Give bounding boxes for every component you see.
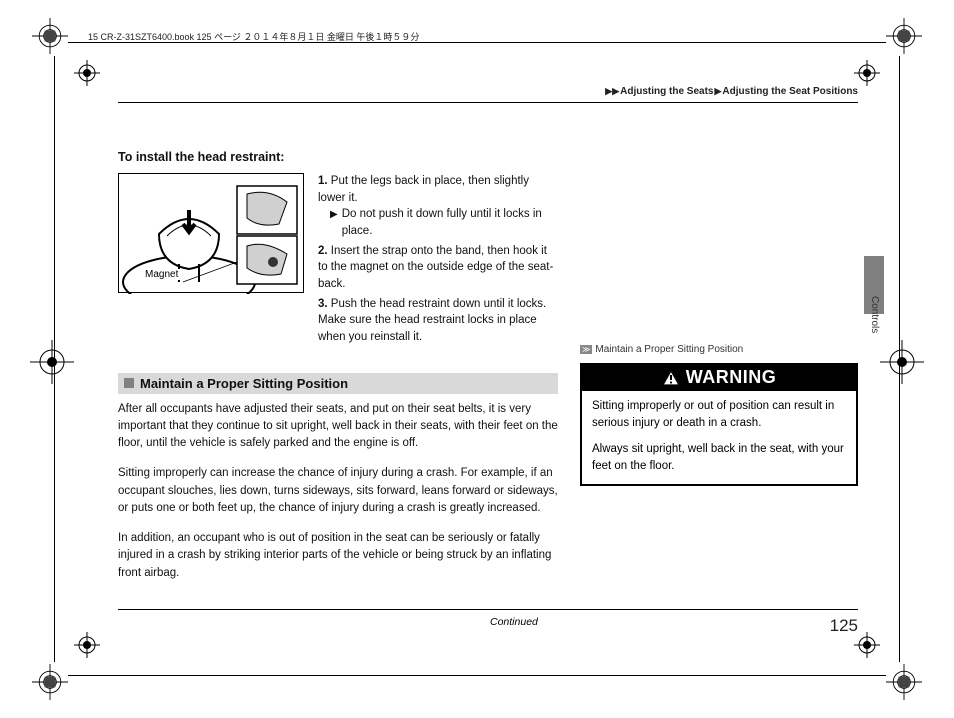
square-bullet-icon [124, 378, 134, 388]
sidebar-reference: ≫ Maintain a Proper Sitting Position [580, 344, 858, 355]
breadcrumb: ▶▶Adjusting the Seats▶Adjusting the Seat… [604, 86, 858, 97]
warning-title: WARNING [686, 367, 777, 388]
step-1: Put the legs back in place, then slightl… [318, 175, 529, 204]
head-restraint-figure: Magnet [118, 173, 304, 293]
crosshair-icon [880, 340, 924, 384]
warning-p2: Always sit upright, well back in the sea… [592, 441, 846, 474]
crosshair-small-icon [854, 60, 880, 86]
maintain-body: After all occupants have adjusted their … [118, 401, 558, 582]
divider-line [118, 609, 858, 610]
sidebar-reference-text: Maintain a Proper Sitting Position [595, 344, 743, 355]
warning-box: WARNING Sitting improperly or out of pos… [580, 363, 858, 486]
frame-line-bottom [68, 675, 886, 676]
maintain-p1: After all occupants have adjusted their … [118, 401, 558, 453]
crosshair-small-icon [74, 60, 100, 86]
breadcrumb-seg1: Adjusting the Seats [620, 86, 713, 97]
page-number: 125 [830, 616, 858, 636]
warning-p1: Sitting improperly or out of position ca… [592, 398, 846, 431]
warning-header: WARNING [582, 365, 856, 391]
sidebar-column: ≫ Maintain a Proper Sitting Position WAR… [580, 150, 858, 486]
maintain-heading-text: Maintain a Proper Sitting Position [140, 376, 348, 391]
maintain-heading: Maintain a Proper Sitting Position [118, 373, 558, 394]
install-steps: 1. Put the legs back in place, then slig… [318, 173, 558, 349]
warning-triangle-icon [662, 370, 680, 386]
maintain-p2: Sitting improperly can increase the chan… [118, 465, 558, 517]
breadcrumb-seg2: Adjusting the Seat Positions [722, 86, 858, 97]
triangle-bullet-icon: ▶ [330, 208, 338, 239]
install-title: To install the head restraint: [118, 150, 558, 164]
registration-mark-icon [886, 18, 922, 54]
crosshair-small-icon [74, 632, 100, 658]
section-tab-label: Controls [869, 296, 880, 333]
reference-chevron-icon: ≫ [580, 345, 592, 354]
maintain-p3: In addition, an occupant who is out of p… [118, 530, 558, 582]
continued-label: Continued [490, 616, 538, 628]
registration-mark-icon [32, 18, 68, 54]
doc-header-meta: 15 CR-Z-31SZT6400.book 125 ページ ２０１４年８月１日… [88, 30, 419, 43]
figure-label-magnet: Magnet [143, 269, 180, 280]
step-3: Push the head restraint down until it lo… [318, 298, 546, 343]
step-1-sub: Do not push it down fully until it locks… [342, 206, 558, 239]
divider-line [118, 102, 858, 103]
crosshair-icon [30, 340, 74, 384]
main-column: To install the head restraint: Magnet 1.… [118, 150, 558, 595]
step-2: Insert the strap onto the band, then hoo… [318, 245, 553, 290]
breadcrumb-sep-icon: ▶ [715, 86, 722, 96]
registration-mark-icon [886, 664, 922, 700]
registration-mark-icon [32, 664, 68, 700]
breadcrumb-arrow-icon: ▶▶ [605, 86, 619, 96]
